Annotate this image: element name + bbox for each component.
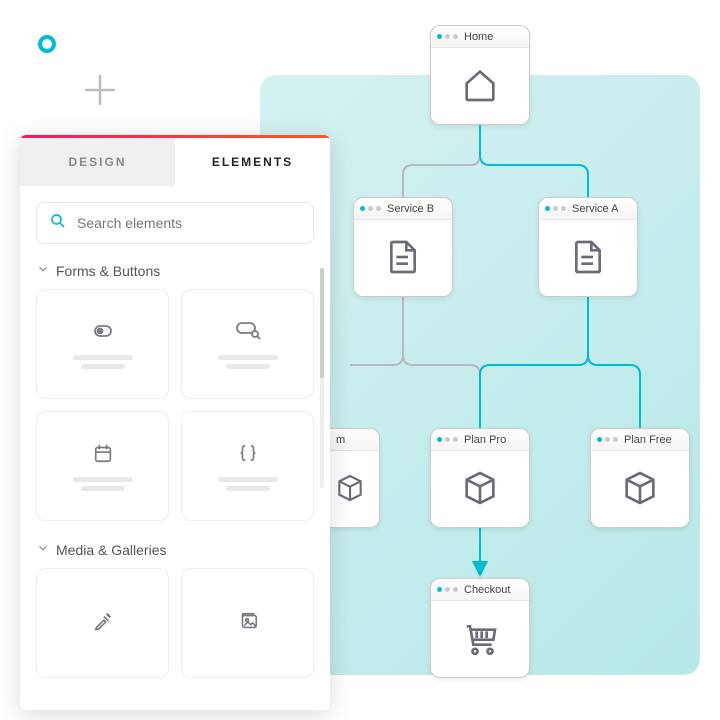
chevron-down-icon <box>36 541 56 558</box>
node-plan-partial[interactable]: m <box>330 428 380 528</box>
search-icon <box>49 212 77 235</box>
node-label: Service A <box>572 203 618 215</box>
panel-scrollbar[interactable] <box>320 268 324 488</box>
tab-design[interactable]: DESIGN <box>20 138 175 186</box>
node-label: m <box>336 434 345 446</box>
tab-elements[interactable]: ELEMENTS <box>175 138 330 186</box>
element-calendar[interactable] <box>36 411 169 521</box>
card-placeholder-lines <box>73 477 133 491</box>
card-placeholder-lines <box>218 355 278 369</box>
decoration-circle <box>38 35 56 53</box>
search-input-wrapper[interactable] <box>36 202 314 244</box>
document-icon <box>568 237 608 282</box>
card-placeholder-lines <box>73 355 133 369</box>
element-gallery[interactable] <box>181 568 314 678</box>
element-search[interactable] <box>181 289 314 399</box>
section-label: Forms & Buttons <box>56 263 160 279</box>
search-input[interactable] <box>77 215 301 231</box>
braces-icon <box>233 442 263 469</box>
node-checkout[interactable]: Checkout <box>430 578 530 678</box>
home-icon <box>460 65 500 110</box>
toggle-icon <box>88 320 118 347</box>
node-plan-free[interactable]: Plan Free <box>590 428 690 528</box>
section-media-header[interactable]: Media & Galleries <box>36 541 314 558</box>
node-label: Service B <box>387 203 434 215</box>
element-eyedropper[interactable] <box>36 568 169 678</box>
node-service-b[interactable]: Service B <box>353 197 453 297</box>
search-bubble-icon <box>233 320 263 347</box>
node-label: Checkout <box>464 584 510 596</box>
node-home[interactable]: Home <box>430 25 530 125</box>
element-toggle[interactable] <box>36 289 169 399</box>
section-forms-header[interactable]: Forms & Buttons <box>36 262 314 279</box>
card-placeholder-lines <box>218 477 278 491</box>
panel-tabs: DESIGN ELEMENTS <box>20 138 330 186</box>
scrollbar-thumb[interactable] <box>320 268 324 378</box>
box-icon <box>460 468 500 513</box>
eyedropper-icon <box>88 610 118 637</box>
document-icon <box>383 237 423 282</box>
gallery-icon <box>233 610 263 637</box>
node-label: Home <box>464 31 493 43</box>
node-service-a[interactable]: Service A <box>538 197 638 297</box>
cart-icon <box>460 618 500 663</box>
chevron-down-icon <box>36 262 56 279</box>
decoration-plus <box>80 70 120 115</box>
box-icon <box>620 468 660 513</box>
elements-panel: DESIGN ELEMENTS Forms & Buttons <box>20 135 330 710</box>
node-label: Plan Pro <box>464 434 506 446</box>
box-icon <box>344 472 366 509</box>
calendar-icon <box>88 442 118 469</box>
element-code[interactable] <box>181 411 314 521</box>
node-plan-pro[interactable]: Plan Pro <box>430 428 530 528</box>
section-label: Media & Galleries <box>56 542 167 558</box>
node-label: Plan Free <box>624 434 672 446</box>
